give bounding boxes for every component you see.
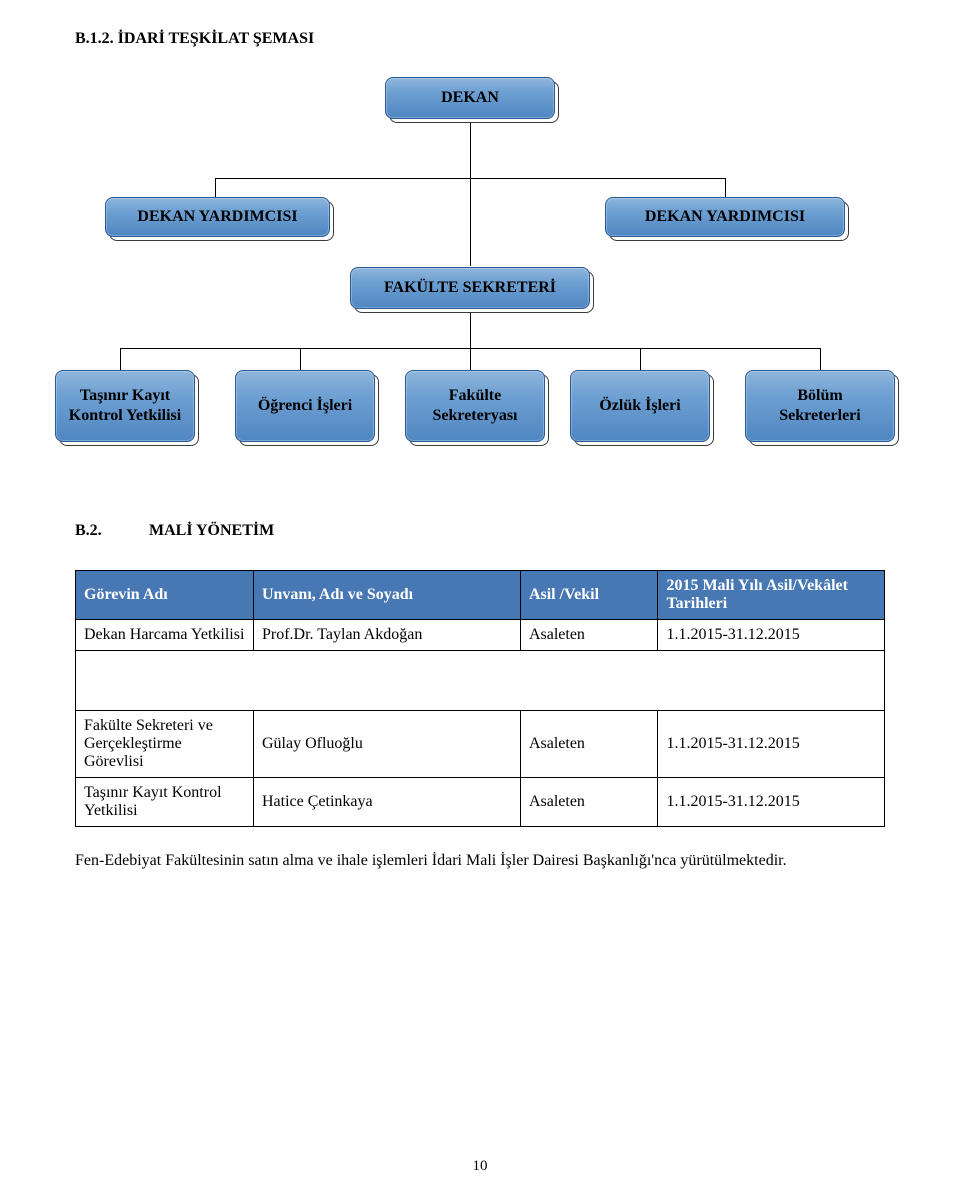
org-connector (215, 178, 216, 198)
org-chart: DEKAN DEKAN YARDIMCISI DEKAN YARDIMCISI … (75, 72, 885, 492)
table-cell: 1.1.2015-31.12.2015 (658, 711, 885, 778)
org-node-label: Öğrenci İşleri (258, 396, 352, 416)
table-cell: 1.1.2015-31.12.2015 (658, 620, 885, 651)
table-cell: Dekan Harcama Yetkilisi (76, 620, 254, 651)
org-connector (470, 178, 471, 266)
org-connector (470, 308, 471, 348)
org-connector (300, 348, 301, 370)
org-node-label: DEKAN YARDIMCISI (137, 207, 297, 227)
table-cell: Prof.Dr. Taylan Akdoğan (253, 620, 520, 651)
table-row: Fakülte Sekreteri ve Gerçekleştirme Göre… (76, 711, 885, 778)
section-heading-1: B.1.2. İDARİ TEŞKİLAT ŞEMASI (75, 30, 885, 48)
table-cell: Asaleten (520, 778, 658, 827)
table-row: Taşınır Kayıt Kontrol Yetkilisi Hatice Ç… (76, 778, 885, 827)
org-connector (820, 348, 821, 370)
org-node-dy1: DEKAN YARDIMCISI (105, 197, 330, 237)
org-node-dy2: DEKAN YARDIMCISI (605, 197, 845, 237)
section2-label: B.2. (75, 522, 145, 540)
page-number: 10 (0, 1158, 960, 1175)
org-connector (470, 118, 471, 178)
table-spacer-cell (76, 651, 885, 711)
table-header-cell: Asil /Vekil (520, 571, 658, 620)
table-header-row: Görevin Adı Unvanı, Adı ve Soyadı Asil /… (76, 571, 885, 620)
org-node-label: Özlük İşleri (599, 396, 680, 416)
table-cell: Asaleten (520, 711, 658, 778)
table-row: Dekan Harcama Yetkilisi Prof.Dr. Taylan … (76, 620, 885, 651)
org-connector (470, 348, 471, 370)
org-node-label: DEKAN (441, 88, 499, 108)
section2-title: MALİ YÖNETİM (149, 522, 274, 539)
table-cell: Fakülte Sekreteri ve Gerçekleştirme Göre… (76, 711, 254, 778)
table-header-cell: 2015 Mali Yılı Asil/Vekâlet Tarihleri (658, 571, 885, 620)
org-node-label: DEKAN YARDIMCISI (645, 207, 805, 227)
org-node-tasinir: Taşınır Kayıt Kontrol Yetkilisi (55, 370, 195, 442)
org-node-label: FAKÜLTE SEKRETERİ (384, 278, 556, 298)
org-node-bolum: Bölüm Sekreterleri (745, 370, 895, 442)
org-node-ozluk: Özlük İşleri (570, 370, 710, 442)
org-node-dekan: DEKAN (385, 77, 555, 119)
section-heading-2: B.2. MALİ YÖNETİM (75, 522, 885, 540)
table-spacer-row (76, 651, 885, 711)
org-connector (725, 178, 726, 198)
table-cell: 1.1.2015-31.12.2015 (658, 778, 885, 827)
org-node-ogrenci: Öğrenci İşleri (235, 370, 375, 442)
table-header-cell: Görevin Adı (76, 571, 254, 620)
table-cell: Asaleten (520, 620, 658, 651)
org-node-label: Taşınır Kayıt Kontrol Yetkilisi (68, 386, 182, 426)
table-header-cell: Unvanı, Adı ve Soyadı (253, 571, 520, 620)
org-node-faksek: FAKÜLTE SEKRETERİ (350, 267, 590, 309)
footer-paragraph: Fen-Edebiyat Fakültesinin satın alma ve … (75, 849, 885, 872)
org-connector (640, 348, 641, 370)
org-node-label: Bölüm Sekreterleri (758, 386, 882, 426)
mali-yonetim-table: Görevin Adı Unvanı, Adı ve Soyadı Asil /… (75, 570, 885, 827)
table-cell: Hatice Çetinkaya (253, 778, 520, 827)
table-cell: Gülay Ofluoğlu (253, 711, 520, 778)
table-cell: Taşınır Kayıt Kontrol Yetkilisi (76, 778, 254, 827)
org-node-faksekreteryasi: Fakülte Sekreteryası (405, 370, 545, 442)
org-connector (120, 348, 121, 370)
org-node-label: Fakülte Sekreteryası (418, 386, 532, 426)
